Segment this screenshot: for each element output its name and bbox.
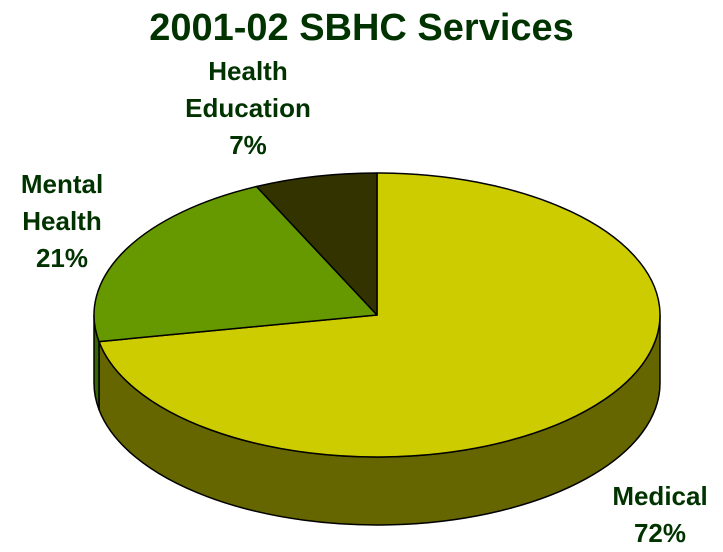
chart-title: 2001-02 SBHC Services — [149, 7, 574, 49]
slice-label-medical-pct: 72% — [633, 518, 687, 548]
pie-slice-medical — [98, 172, 661, 458]
slice-label-health-education-pct: 7% — [229, 130, 267, 160]
slice-label-mental-health-pct: 21% — [35, 243, 89, 273]
slice-label-mental-health-name-2: Health — [22, 206, 102, 236]
slice-label-health-education: Health Education 7% — [168, 53, 328, 164]
pie-slice-health-education — [255, 172, 378, 316]
slice-label-health-education-name-2: Education — [185, 93, 311, 123]
slice-label-health-education-name-1: Health — [208, 56, 288, 86]
slice-label-mental-health: Mental Health 21% — [0, 166, 124, 277]
pie-tops — [93, 172, 661, 458]
slice-label-mental-health-name-1: Mental — [20, 169, 104, 199]
pie-slice-mental-health — [93, 185, 378, 343]
slice-label-medical-name: Medical — [612, 481, 708, 511]
slice-label-medical: Medical 72% — [590, 478, 723, 552]
